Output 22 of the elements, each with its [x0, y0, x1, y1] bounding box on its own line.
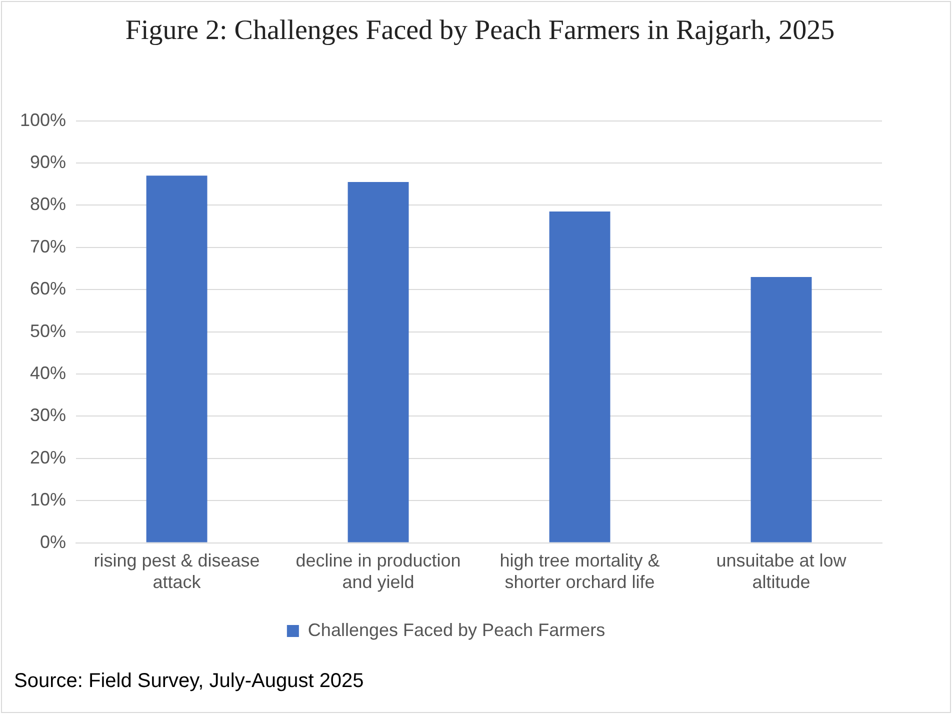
bar [750, 276, 812, 542]
legend-label: Challenges Faced by Peach Farmers [308, 620, 606, 640]
y-tick-label: 90% [30, 152, 66, 172]
source-note: Source: Field Survey, July-August 2025 [14, 670, 364, 693]
x-tick-label: high tree mortality & shorter orchard life [500, 550, 660, 592]
y-tick-label: 60% [30, 278, 66, 299]
y-tick-label: 40% [30, 362, 66, 383]
y-tick-label: 30% [30, 405, 66, 426]
bar [549, 212, 610, 542]
bar [146, 176, 208, 542]
x-tick-label: decline in production and yield [296, 550, 461, 592]
chart-title: Figure 2: Challenges Faced by Peach Farmers in Rajgarh, 2025 [124, 14, 836, 48]
bar [348, 182, 409, 542]
y-tick-label: 0% [40, 532, 66, 552]
y-tick-label: 70% [30, 236, 66, 256]
x-tick-label: unsuitabe at low altitude [716, 550, 848, 592]
y-tick-label: 100% [20, 110, 66, 130]
y-tick-label: 20% [30, 447, 66, 468]
y-tick-label: 50% [30, 320, 66, 341]
y-tick-label: 10% [30, 490, 66, 510]
y-tick-label: 80% [30, 194, 66, 214]
x-tick-label: rising pest & disease attack [94, 550, 260, 592]
